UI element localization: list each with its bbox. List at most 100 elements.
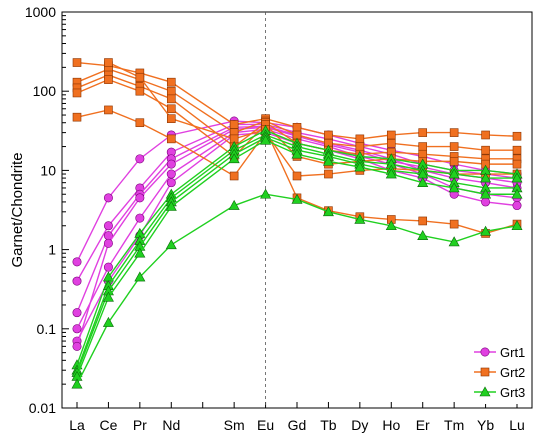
grt2-point [386, 130, 396, 140]
grt2-point [72, 88, 82, 98]
grt3-point [291, 193, 303, 204]
grt2-point [449, 157, 459, 166]
x-axis: La Ce Pr Nd Sm Eu Gd Tb Dy Ho Er Tm Yb Lu [69, 402, 525, 433]
x-tick-label: Yb [477, 417, 494, 433]
grt3-point [480, 225, 492, 236]
grt2-point [512, 159, 522, 169]
legend-label: Grt2 [500, 365, 525, 380]
grt1-point [103, 193, 113, 203]
grt3-point [417, 230, 429, 240]
grt2-point [324, 130, 333, 140]
grt1-point [481, 197, 491, 207]
grt2-line [76, 78, 517, 165]
grt3-line [76, 129, 518, 366]
y-tick-label: 0.01 [29, 400, 56, 416]
x-tick-label: Ce [99, 417, 117, 433]
grt3-series [71, 124, 523, 389]
grt3-point [134, 271, 146, 282]
grt3-point [260, 134, 272, 145]
grt3-point [322, 155, 334, 166]
legend: Grt1 Grt2 Grt3 [470, 340, 528, 404]
legend-label: Grt3 [500, 385, 525, 400]
grt1-point [166, 169, 176, 179]
grt3-point [165, 200, 177, 211]
grt3-line [76, 134, 517, 371]
grt2-point [135, 86, 145, 96]
grt2-point [449, 128, 459, 137]
grt2-point [166, 114, 176, 123]
grt2-point [229, 120, 239, 129]
grt2-point [418, 128, 428, 137]
grt2-point [512, 131, 522, 141]
grt1-line [76, 128, 518, 330]
x-tick-label: Gd [288, 417, 307, 433]
grt3-point [102, 291, 114, 302]
grt3-point [134, 247, 146, 258]
grt1-point [135, 154, 145, 164]
grt3-point [354, 213, 366, 224]
grt2-point [72, 112, 82, 122]
grt3-point [102, 316, 114, 327]
y-tick-label: 1000 [25, 4, 56, 20]
grt1-point [512, 201, 522, 211]
grt3-point [511, 172, 523, 183]
grt3-point [228, 199, 240, 210]
grt2-point [480, 367, 490, 377]
grt3-point [291, 148, 303, 159]
x-tick-label: Pr [133, 417, 147, 433]
x-tick-label: Lu [509, 417, 525, 433]
series-layer [71, 58, 523, 389]
y-tick-label: 0.1 [37, 321, 57, 337]
grt2-point [512, 145, 522, 155]
y-tick-label: 100 [33, 83, 57, 99]
grt1-point [72, 341, 82, 351]
grt3-point [385, 168, 397, 179]
grt3-point [71, 378, 83, 389]
grt2-point [135, 118, 145, 128]
grt2-point [292, 171, 302, 181]
grt2-point [72, 58, 82, 67]
grt2-line [76, 68, 517, 151]
grt2-point [104, 58, 113, 67]
grt2-point [229, 171, 239, 181]
grt2-point [355, 134, 365, 144]
x-tick-label: Nd [162, 417, 180, 433]
grt3-point [480, 188, 492, 199]
grt1-point [135, 213, 145, 223]
grt2-point [104, 75, 113, 84]
grt2-point [166, 86, 176, 96]
grt1-point [103, 262, 113, 272]
x-tick-label: Er [416, 417, 430, 433]
y-tick-label: 1 [48, 242, 56, 258]
grt1-point [166, 178, 176, 188]
grt2-point [481, 130, 490, 140]
grt3-point [511, 188, 523, 199]
grt3-line [76, 193, 518, 385]
grt2-point [449, 219, 459, 229]
x-tick-label: La [69, 417, 85, 433]
x-tick-label: Ho [382, 417, 400, 433]
grt1-point [72, 276, 82, 286]
grt2-point [418, 216, 428, 226]
grt2-point [166, 104, 176, 114]
grt2-point [481, 145, 490, 155]
grt3-point [165, 239, 177, 250]
grt3-point [260, 188, 272, 199]
legend-label: Grt1 [500, 345, 525, 360]
grt2-point [418, 149, 428, 159]
grt3-point [228, 153, 240, 164]
grt1-point [135, 193, 145, 203]
grt3-point [385, 220, 397, 231]
grt2-point [449, 142, 459, 151]
grt1-point [480, 347, 490, 357]
grt2-line [76, 61, 518, 140]
grt2-point [292, 123, 302, 132]
x-tick-label: Tb [320, 417, 337, 433]
y-tick-label: 10 [40, 162, 56, 178]
grt1-point [72, 308, 82, 318]
grt1-point [166, 159, 176, 169]
grt3-line [76, 139, 517, 377]
grt3-point [322, 206, 334, 217]
grt3-point [480, 172, 492, 183]
